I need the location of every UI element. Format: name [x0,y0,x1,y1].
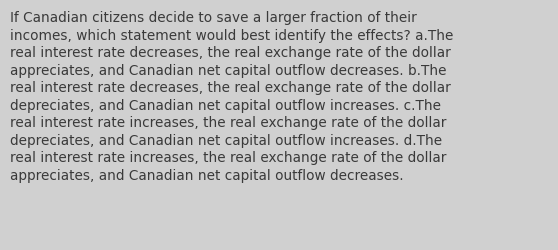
Text: If Canadian citizens decide to save a larger fraction of their
incomes, which st: If Canadian citizens decide to save a la… [10,11,454,182]
